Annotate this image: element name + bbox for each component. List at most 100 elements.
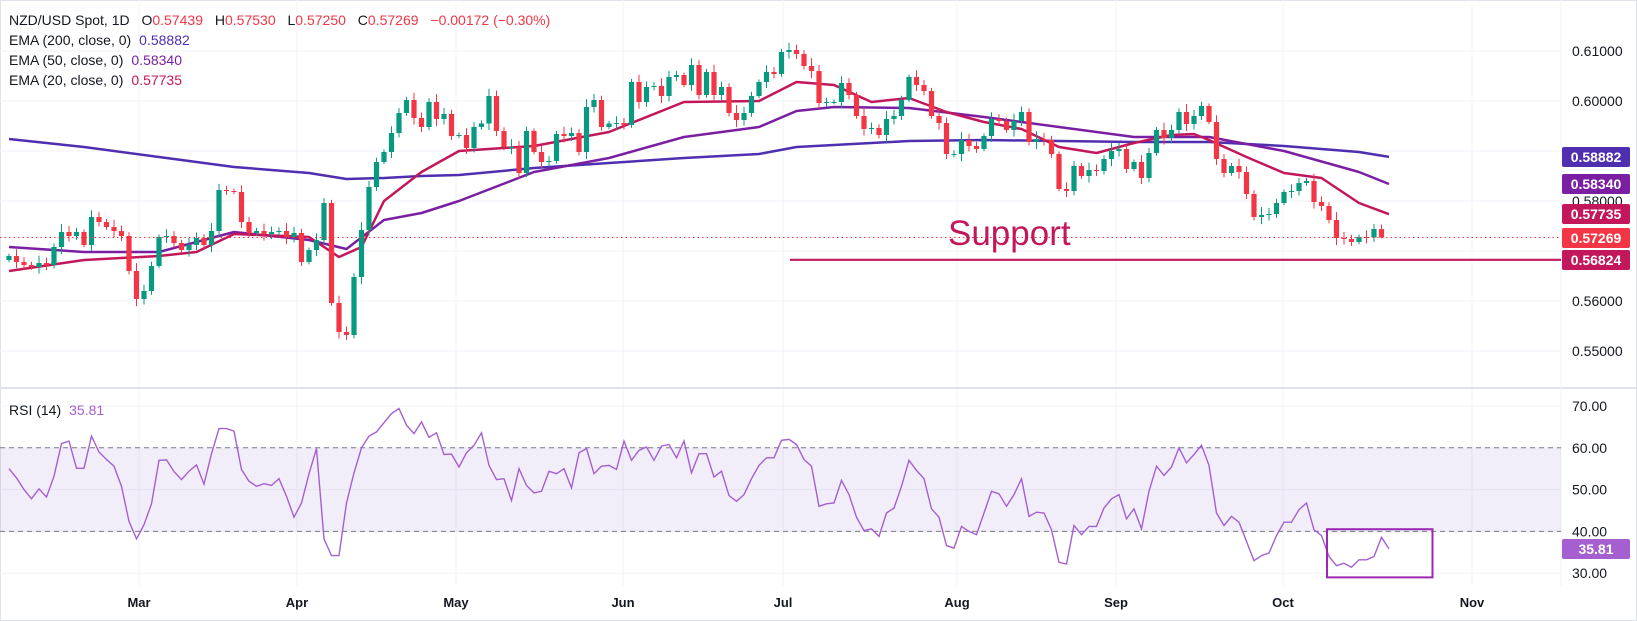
candle-body [928,91,935,116]
candle-body [1348,239,1355,242]
candle-body [898,100,905,116]
candle-body [966,140,972,146]
candle-body [763,72,770,82]
candle-body [801,54,807,66]
candle-body [381,152,387,162]
candle-body [1378,229,1385,238]
candle-body [591,100,597,107]
rsi-highlight-box [1326,528,1434,579]
candle-body [1086,170,1092,176]
candle-body [351,277,357,335]
candle-body [291,233,297,237]
support-annotation: Support [948,214,1071,253]
rsi-band-fill [0,447,1561,532]
candle-body [1153,130,1160,153]
candle-body [958,140,965,154]
candle-body [1168,130,1175,138]
candle-body [936,116,942,123]
candle-body [336,303,342,332]
candle-body [718,87,725,95]
candle-body [531,131,537,152]
candle-body [6,256,12,260]
candle-body [501,131,507,147]
candle-body [883,119,890,135]
candle-body [1326,206,1332,220]
rsi-legend[interactable]: RSI (14) 35.81 [9,400,104,420]
candle-body [703,72,710,95]
candle-body [471,127,477,148]
candle-body [546,161,552,162]
month-tick-label: Apr [286,595,308,610]
candle-body [1333,220,1340,238]
candle-body [876,128,882,135]
price-axis-value-label: 0.57735 [1562,204,1630,225]
candle-body [673,75,680,77]
rsi-tick-label: 60.00 [1572,440,1607,456]
candle-body [988,119,995,136]
candle-body [268,232,275,234]
candle-body [403,100,410,113]
candle-body [441,114,447,119]
candle-body [13,256,20,262]
candle-body [276,231,282,232]
candle-body [373,162,380,187]
symbol-title[interactable]: NZD/USD Spot, 1D [9,12,130,28]
candle-body [486,96,492,124]
month-tick-label: Nov [1460,595,1485,610]
candle-body [493,96,500,131]
candle-body [628,82,635,125]
candle-body [1356,237,1362,242]
candle-body [321,203,327,240]
candle-body [748,96,755,113]
month-tick-label: Jun [611,595,634,610]
candle-body [681,75,687,85]
month-tick-label: Oct [1272,595,1294,610]
month-tick-label: Aug [944,595,969,610]
indicator-legend-ema200[interactable]: EMA (200, close, 0) 0.58882 [9,30,190,50]
candle-body [328,203,335,303]
candle-body [28,265,35,267]
candle-body [1041,139,1047,140]
candle-body [868,128,875,129]
candle-body [1191,116,1197,124]
candle-body [343,332,350,335]
candle-body [981,136,987,149]
candle-body [756,82,762,96]
candle-body [186,245,192,250]
candle-body [516,147,522,173]
candle-body [133,271,140,299]
rsi-band [0,447,1561,532]
candle-body [996,119,1002,121]
candle-body [156,237,162,266]
candle-body [613,123,620,124]
high-value: 0.57530 [225,12,276,28]
rsi-axis-value-label: 35.81 [1562,539,1630,559]
indicator-legend-ema50[interactable]: EMA (50, close, 0) 0.58340 [9,50,182,70]
candle-body [771,72,777,74]
candle-body [561,134,567,136]
candle-body [621,123,627,125]
candle-body [793,50,800,54]
price-axis-value-label: 0.58340 [1562,174,1630,194]
rsi-value: 35.81 [69,402,105,418]
candle-body [1243,172,1250,194]
candle-body [1273,203,1280,214]
candle-body [193,238,200,245]
candle-body [81,232,87,245]
candle-body [838,83,845,102]
candle-body [891,116,897,119]
candle-body [433,102,440,119]
candle-body [711,72,717,95]
candle-body [913,77,920,85]
close-label: C [357,12,368,28]
candle-body [733,113,740,120]
rsi-label: RSI (14) [9,402,62,418]
indicator-legend-ema20[interactable]: EMA (20, close, 0) 0.57735 [9,70,182,90]
candle-body [366,187,372,230]
candle-body [943,123,950,154]
indicator-label: EMA (50, close, 0) [9,52,124,68]
candle-body [666,77,672,96]
candle-body [36,263,42,267]
candle-body [1371,229,1377,238]
